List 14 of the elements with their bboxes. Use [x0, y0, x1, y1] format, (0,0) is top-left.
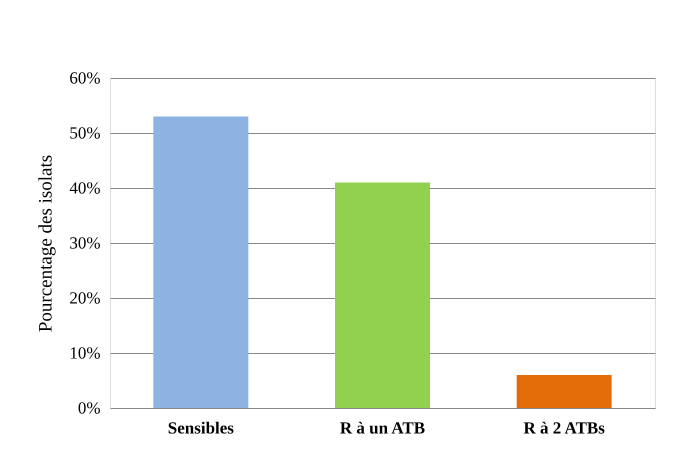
y-tick-label: 50% [69, 124, 100, 142]
y-axis-title: Pourcentage des isolats [35, 154, 56, 332]
y-tick-label: 20% [69, 288, 100, 308]
x-tick-label: R à un ATB [340, 418, 426, 438]
y-tick-label: 30% [69, 234, 100, 252]
bar [153, 116, 248, 408]
x-tick-label: Sensibles [168, 418, 234, 438]
y-tick-label: 60% [69, 68, 100, 88]
bar [335, 182, 430, 408]
x-tick-label: R à 2 ATBs [523, 418, 606, 438]
y-tick-label: 10% [69, 344, 100, 362]
bar [516, 375, 612, 408]
y-tick-label: 40% [69, 178, 100, 198]
y-tick-label: 0% [78, 398, 100, 418]
